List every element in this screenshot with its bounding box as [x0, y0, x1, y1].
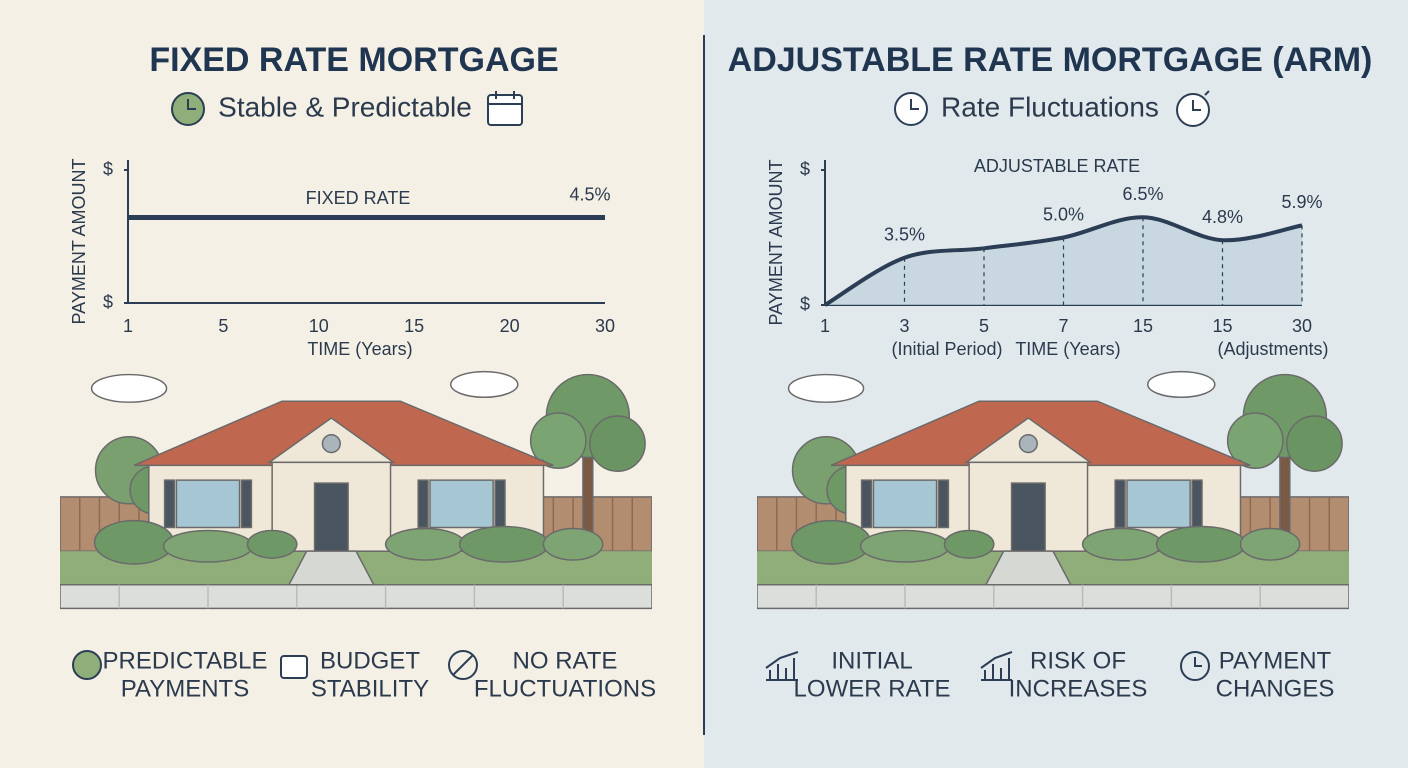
- feature-text: PREDICTABLE: [103, 647, 268, 674]
- feature-text: FLUCTUATIONS: [474, 675, 656, 702]
- x-tick-label: 10: [309, 316, 329, 336]
- value-label: 6.5%: [1122, 184, 1163, 204]
- panel-subtitle: Rate Fluctuations: [941, 91, 1159, 122]
- y-tick-label: $: [103, 159, 113, 179]
- feature-icons: [72, 650, 1210, 681]
- feature-text: INCREASES: [1009, 675, 1148, 702]
- x-axis-label: TIME (Years): [307, 339, 412, 359]
- feature-text: CHANGES: [1216, 675, 1335, 702]
- feature-text: RISK OF: [1030, 647, 1126, 674]
- feature-text: INITIAL: [831, 647, 912, 674]
- value-label: 3.5%: [884, 225, 925, 245]
- y-tick-label: $: [800, 159, 810, 179]
- panel-title: ADJUSTABLE RATE MORTGAGE (ARM): [728, 41, 1373, 79]
- x-tick-label: 15: [404, 316, 424, 336]
- x-tick-label: 30: [1292, 316, 1312, 336]
- value-label: 4.8%: [1202, 207, 1243, 227]
- x-axis-label: TIME (Years): [1015, 339, 1120, 359]
- x-tick-label: 7: [1058, 316, 1068, 336]
- series-label: FIXED RATE: [306, 188, 411, 208]
- area: [825, 217, 1302, 305]
- x-tick-label: 5: [979, 316, 989, 336]
- x-tick-label: 20: [500, 316, 520, 336]
- feature-text: LOWER RATE: [794, 675, 951, 702]
- feature-text: BUDGET: [320, 647, 420, 674]
- value-label: 4.5%: [569, 184, 610, 204]
- value-label: 5.9%: [1281, 192, 1322, 212]
- panel-title: FIXED RATE MORTGAGE: [149, 41, 558, 79]
- feature-text: STABILITY: [311, 675, 429, 702]
- series-label: ADJUSTABLE RATE: [974, 156, 1140, 176]
- x-tick-label: 15: [1212, 316, 1232, 336]
- x-tick-label: 5: [218, 316, 228, 336]
- subtitle-icons: [171, 90, 1210, 127]
- panel-subtitle: Stable & Predictable: [218, 91, 472, 122]
- x-tick-label: 30: [595, 316, 615, 336]
- x-tick-label: 1: [820, 316, 830, 336]
- y-axis-label: PAYMENT AMOUNT: [766, 159, 786, 325]
- x-tick-label: 15: [1133, 316, 1153, 336]
- x-tick-label: 1: [123, 316, 133, 336]
- value-label: 5.0%: [1043, 204, 1084, 224]
- feature-text: NO RATE: [513, 647, 618, 674]
- y-tick-label: $: [103, 292, 113, 312]
- feature-text: PAYMENT: [1219, 647, 1332, 674]
- line: [823, 215, 1303, 307]
- y-tick-label: $: [800, 294, 810, 314]
- annotation: (Initial Period): [891, 339, 1002, 359]
- x-tick-label: 3: [899, 316, 909, 336]
- annotation: (Adjustments): [1217, 339, 1328, 359]
- feature-text: PAYMENTS: [121, 675, 249, 702]
- y-axis-label: PAYMENT AMOUNT: [69, 158, 89, 324]
